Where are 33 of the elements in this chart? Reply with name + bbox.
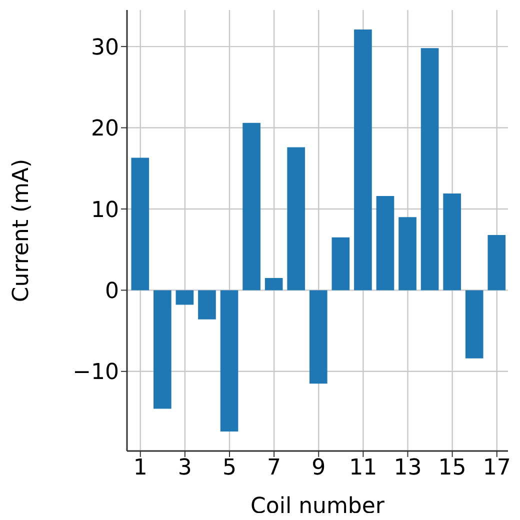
bar [465,290,484,358]
bar [198,290,216,320]
bar [242,122,260,290]
bar [220,290,238,432]
bar [420,48,439,290]
bar [154,290,172,409]
bar [131,158,150,290]
x-axis-title: Coil number [250,494,386,519]
bar [287,147,306,290]
bar [376,196,394,290]
x-tick-label: 11 [349,456,378,481]
bar [332,237,350,290]
x-tick-label: 7 [267,456,282,481]
x-tick-label: 1 [133,456,148,481]
bar [309,290,328,384]
x-tick-label: 5 [222,456,236,481]
x-tick-label: 3 [178,456,192,481]
bar [488,234,506,290]
bar [443,194,461,290]
y-tick-label: 10 [91,198,119,223]
x-tick-label: 17 [482,456,511,481]
y-tick-label: −10 [72,360,119,386]
x-tick-label: 13 [394,456,422,481]
x-tick-label: 9 [312,456,326,481]
y-axis-title: Current (mA) [8,158,34,302]
bar [264,278,283,290]
bar [398,217,416,290]
bar [176,290,194,305]
y-tick-label: 0 [105,279,119,304]
y-tick-label: 20 [91,116,119,142]
bar [354,29,372,290]
y-tick-label: 30 [91,35,119,60]
x-tick-label: 15 [438,456,466,481]
